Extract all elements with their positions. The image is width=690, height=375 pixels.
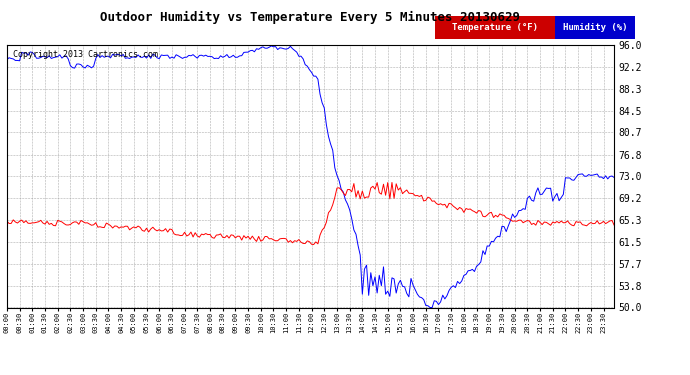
Text: Outdoor Humidity vs Temperature Every 5 Minutes 20130629: Outdoor Humidity vs Temperature Every 5 … <box>101 11 520 24</box>
Text: Temperature (°F): Temperature (°F) <box>452 23 538 32</box>
Text: Copyright 2013 Cartronics.com: Copyright 2013 Cartronics.com <box>13 50 158 59</box>
Text: Humidity (%): Humidity (%) <box>563 23 627 32</box>
